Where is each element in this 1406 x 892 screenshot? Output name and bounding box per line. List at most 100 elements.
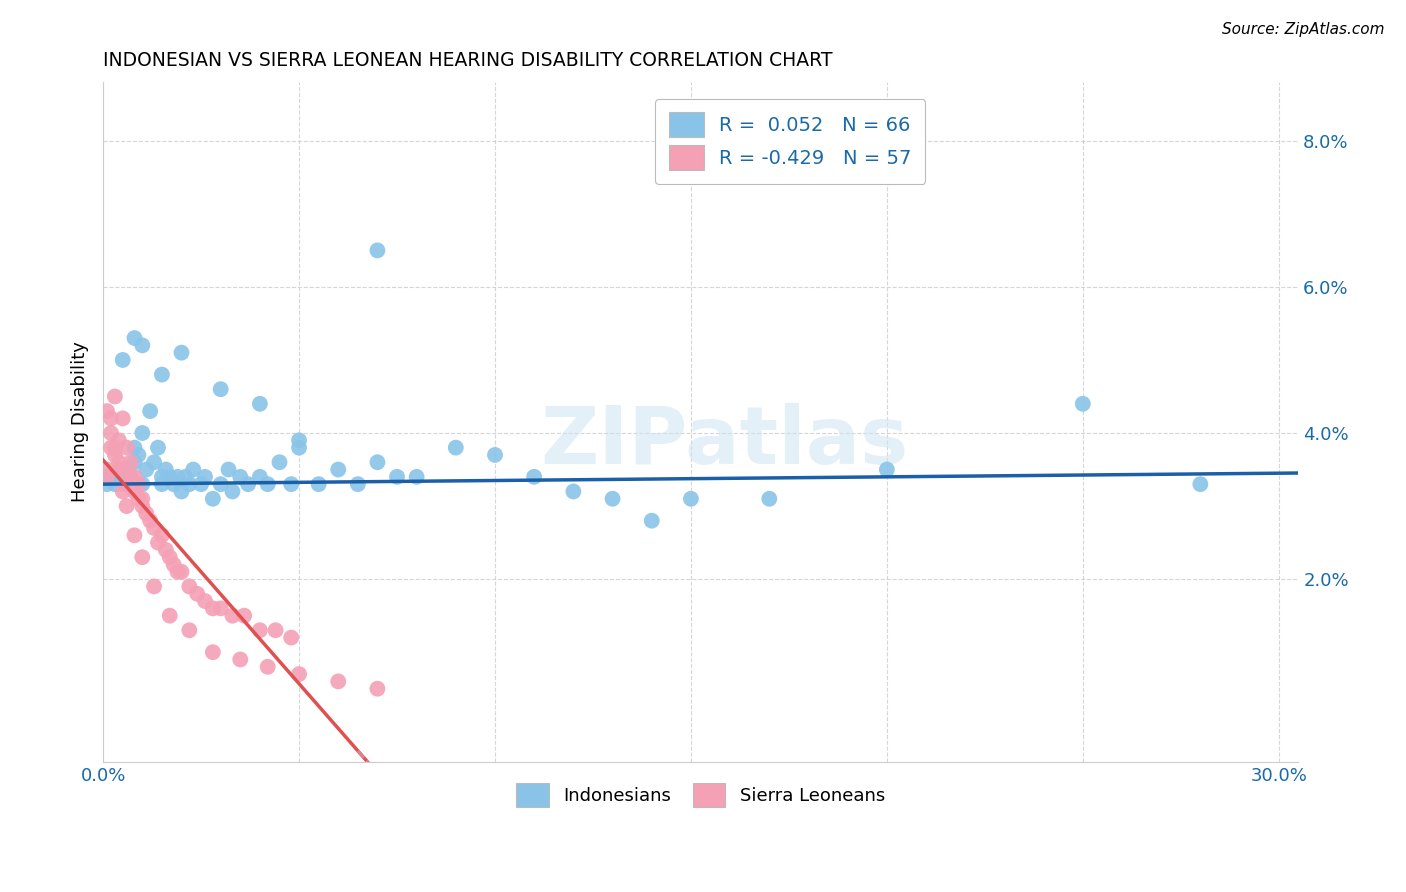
Point: [139, 514, 162, 528]
Point: [179, 477, 201, 491]
Point: [159, 608, 181, 623]
Point: [124, 528, 146, 542]
Point: [155, 462, 177, 476]
Point: [201, 491, 224, 506]
Point: [679, 491, 702, 506]
Point: [170, 565, 193, 579]
Point: [280, 631, 302, 645]
Point: [159, 470, 181, 484]
Point: [104, 477, 127, 491]
Point: [159, 550, 181, 565]
Point: [124, 331, 146, 345]
Text: Source: ZipAtlas.com: Source: ZipAtlas.com: [1222, 22, 1385, 37]
Point: [150, 470, 173, 484]
Point: [120, 470, 142, 484]
Point: [143, 455, 166, 469]
Point: [120, 470, 142, 484]
Point: [115, 499, 138, 513]
Point: [229, 652, 252, 666]
Point: [1189, 477, 1212, 491]
Point: [104, 441, 127, 455]
Point: [179, 579, 201, 593]
Point: [124, 484, 146, 499]
Point: [328, 674, 350, 689]
Y-axis label: Hearing Disability: Hearing Disability: [72, 342, 89, 502]
Point: [288, 667, 311, 681]
Point: [131, 499, 153, 513]
Point: [264, 624, 287, 638]
Point: [385, 470, 408, 484]
Point: [143, 521, 166, 535]
Point: [366, 681, 388, 696]
Point: [150, 368, 173, 382]
Point: [131, 425, 153, 440]
Point: [194, 594, 217, 608]
Point: [190, 477, 212, 491]
Point: [280, 477, 302, 491]
Point: [146, 441, 169, 455]
Point: [366, 244, 388, 258]
Point: [602, 491, 624, 506]
Point: [100, 411, 122, 425]
Point: [249, 470, 271, 484]
Point: [179, 624, 201, 638]
Point: [209, 477, 232, 491]
Text: INDONESIAN VS SIERRA LEONEAN HEARING DISABILITY CORRELATION CHART: INDONESIAN VS SIERRA LEONEAN HEARING DIS…: [103, 51, 832, 70]
Point: [111, 462, 134, 476]
Point: [347, 477, 370, 491]
Point: [170, 484, 193, 499]
Point: [107, 455, 129, 469]
Point: [111, 470, 134, 484]
Point: [249, 624, 271, 638]
Point: [111, 411, 134, 425]
Point: [127, 491, 149, 506]
Point: [96, 462, 118, 476]
Point: [484, 448, 506, 462]
Point: [146, 535, 169, 549]
Point: [131, 477, 153, 491]
Point: [256, 660, 278, 674]
Point: [124, 441, 146, 455]
Point: [405, 470, 427, 484]
Point: [127, 477, 149, 491]
Point: [209, 601, 232, 615]
Legend: Indonesians, Sierra Leoneans: Indonesians, Sierra Leoneans: [509, 776, 893, 814]
Point: [139, 404, 162, 418]
Point: [876, 462, 898, 476]
Point: [107, 462, 129, 476]
Point: [135, 462, 157, 476]
Point: [124, 455, 146, 469]
Point: [201, 645, 224, 659]
Point: [115, 441, 138, 455]
Point: [641, 514, 664, 528]
Point: [96, 477, 118, 491]
Point: [229, 470, 252, 484]
Point: [150, 477, 173, 491]
Point: [236, 477, 259, 491]
Point: [111, 484, 134, 499]
Point: [100, 441, 122, 455]
Point: [96, 404, 118, 418]
Point: [131, 338, 153, 352]
Point: [308, 477, 330, 491]
Point: [115, 462, 138, 476]
Point: [170, 345, 193, 359]
Point: [120, 455, 142, 469]
Point: [100, 470, 122, 484]
Point: [174, 470, 197, 484]
Point: [104, 389, 127, 403]
Point: [166, 565, 188, 579]
Point: [96, 470, 118, 484]
Point: [143, 579, 166, 593]
Point: [288, 434, 311, 448]
Point: [1071, 397, 1094, 411]
Point: [249, 397, 271, 411]
Point: [366, 455, 388, 469]
Point: [155, 542, 177, 557]
Point: [288, 441, 311, 455]
Point: [269, 455, 291, 469]
Point: [209, 382, 232, 396]
Point: [107, 434, 129, 448]
Point: [131, 491, 153, 506]
Point: [124, 470, 146, 484]
